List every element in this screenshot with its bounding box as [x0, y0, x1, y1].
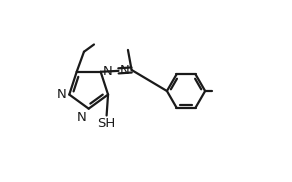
Text: N: N [120, 64, 130, 77]
Text: N: N [77, 111, 86, 124]
Text: SH: SH [98, 117, 116, 130]
Text: N: N [56, 88, 66, 101]
Text: N: N [102, 65, 112, 78]
